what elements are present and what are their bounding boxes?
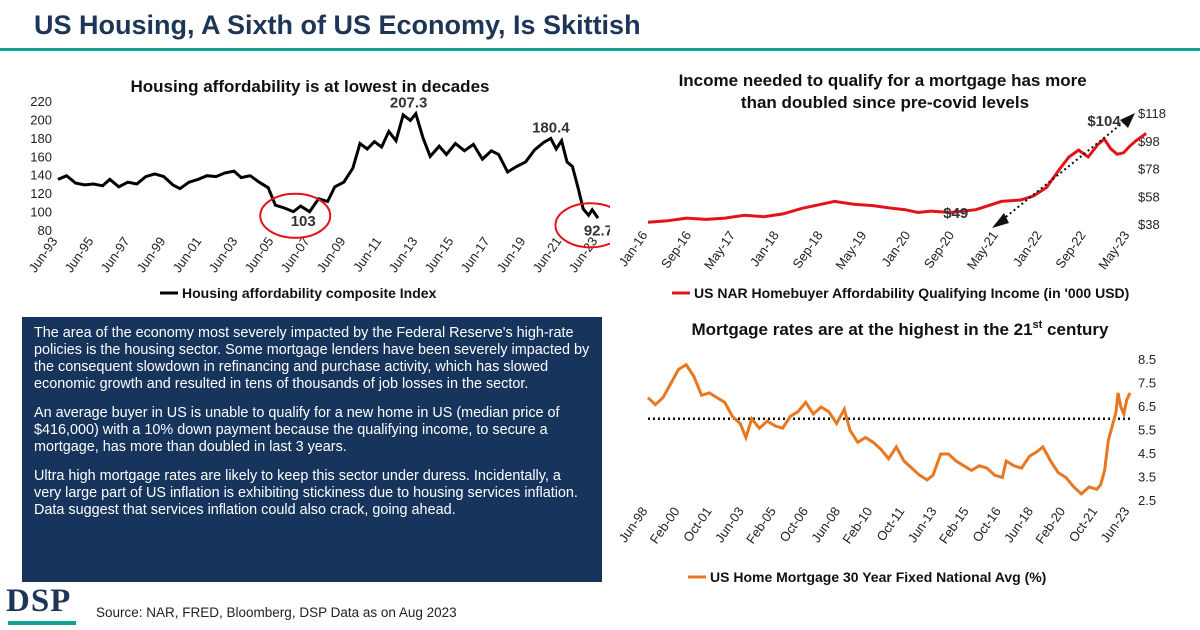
c1-xtick-label: Jun-17 — [457, 234, 492, 275]
c2-xtick-label: Jan-16 — [620, 228, 650, 269]
c1-xtick-label: Jun-93 — [25, 234, 60, 275]
c1-ytick-label: 120 — [30, 186, 52, 201]
c1-xtick-label: Jun-23 — [565, 234, 600, 275]
c2-ytick-label: $118 — [1138, 106, 1166, 121]
chart3-legend-label: US Home Mortgage 30 Year Fixed National … — [710, 569, 1046, 585]
c1-ytick-label: 80 — [38, 223, 52, 238]
c3-xtick-label: Oct-21 — [1066, 504, 1101, 545]
chart2-legend-label: US NAR Homebuyer Affordability Qualifyin… — [694, 285, 1129, 301]
c3-xtick-label: Feb-00 — [647, 504, 683, 546]
c1-xtick-label: Jun-11 — [350, 234, 385, 274]
c1-xtick-label: Jun-09 — [313, 234, 348, 275]
c3-ytick-label: 7.5 — [1138, 376, 1156, 391]
c1-xtick-label: Jun-21 — [529, 234, 564, 275]
c1-xtick-label: Jun-99 — [133, 234, 168, 275]
chart1-annotation-label: 103 — [291, 213, 316, 230]
c2-ytick-label: $58 — [1138, 189, 1160, 204]
c3-xtick-label: Oct-11 — [873, 504, 907, 544]
chart2-annotation-label: $49 — [943, 205, 968, 222]
qualifying-income-chart: Income needed to qualify for a mortgage … — [620, 71, 1166, 301]
c3-xtick-label: Jun-18 — [1001, 504, 1036, 545]
c2-xtick-label: Sep-20 — [921, 228, 957, 271]
source-note: Source: NAR, FRED, Bloomberg, DSP Data a… — [96, 605, 457, 620]
chart1-legend-label: Housing affordability composite Index — [182, 285, 437, 301]
c3-xtick-label: Jun-13 — [905, 504, 940, 545]
commentary-paragraph-2: An average buyer in US is unable to qual… — [34, 405, 560, 455]
chart2-growth-arrow — [1001, 120, 1126, 221]
c3-ytick-label: 3.5 — [1138, 470, 1156, 485]
housing-affordability-chart: Housing affordability is at lowest in de… — [25, 77, 610, 301]
c3-xtick-label: Feb-15 — [936, 504, 972, 546]
page-title: US Housing, A Sixth of US Economy, Is Sk… — [34, 10, 641, 40]
c2-xtick-label: Jan-20 — [878, 228, 913, 269]
c2-ytick-label: $98 — [1138, 134, 1160, 149]
c3-ytick-label: 6.5 — [1138, 399, 1156, 414]
c1-ytick-label: 160 — [30, 149, 52, 164]
c3-xtick-label: Feb-10 — [839, 504, 875, 546]
c1-xtick-label: Jun-01 — [169, 234, 204, 275]
commentary-paragraph-3: Ultra high mortgage rates are likely to … — [34, 468, 578, 518]
chart1-title: Housing affordability is at lowest in de… — [131, 77, 490, 96]
chart2-annotation-label: $104 — [1087, 113, 1121, 130]
c3-xtick-label: Feb-05 — [743, 504, 779, 546]
c2-xtick-label: May-21 — [964, 228, 1001, 272]
chart3-series-line — [646, 362, 1132, 497]
commentary-paragraph-1: The area of the economy most severely im… — [34, 325, 590, 392]
c2-ytick-label: $78 — [1138, 162, 1160, 177]
c1-xtick-label: Jun-05 — [241, 234, 276, 275]
c3-ytick-label: 4.5 — [1138, 446, 1156, 461]
c3-ytick-label: 5.5 — [1138, 423, 1156, 438]
c1-ytick-label: 100 — [30, 205, 52, 220]
c3-ytick-label: 8.5 — [1138, 352, 1156, 367]
title-divider — [0, 48, 1200, 51]
c3-xtick-label: Oct-01 — [680, 504, 715, 545]
c1-xtick-label: Jun-95 — [61, 234, 96, 275]
c1-xtick-label: Jun-19 — [493, 234, 528, 275]
c2-xtick-label: May-17 — [701, 228, 738, 272]
chart1-annotation-label: 92.7 — [584, 222, 610, 239]
c3-ytick-label: 2.5 — [1138, 493, 1156, 508]
c1-xtick-label: Jun-13 — [385, 234, 420, 275]
mortgage-rates-chart: Mortgage rates are at the highest in the… — [620, 319, 1156, 585]
c1-ytick-label: 220 — [30, 94, 52, 109]
chart1-annotation-label: 180.4 — [532, 119, 570, 136]
c2-xtick-label: Sep-22 — [1052, 228, 1088, 271]
c3-xtick-label: Jun-03 — [712, 504, 747, 545]
c2-xtick-label: Sep-16 — [658, 228, 694, 271]
c2-xtick-label: Jan-18 — [747, 228, 782, 269]
chart2-arrowhead-down — [992, 213, 1009, 228]
chart2-series-line — [647, 132, 1147, 224]
chart1-series-line — [57, 110, 600, 219]
chart3-title: Mortgage rates are at the highest in the… — [692, 319, 1109, 339]
c2-ytick-label: $38 — [1138, 217, 1160, 232]
c3-xtick-label: Oct-16 — [969, 504, 1004, 545]
dsp-logo: DSP — [6, 583, 72, 619]
chart1-highlight-circle — [259, 192, 332, 239]
c3-xtick-label: Feb-20 — [1032, 504, 1068, 546]
chart2-title: Income needed to qualify for a mortgage … — [679, 71, 1092, 112]
chart1-highlight-circle — [554, 202, 610, 249]
c3-xtick-label: Jun-08 — [808, 504, 843, 545]
c2-xtick-label: Jan-22 — [1010, 228, 1045, 269]
chart1-annotation-label: 207.3 — [390, 95, 428, 112]
c2-xtick-label: May-19 — [832, 228, 869, 272]
c2-xtick-label: Sep-18 — [789, 228, 825, 271]
c3-xtick-label: Jun-23 — [1097, 504, 1132, 545]
chart2-arrowhead-up — [1120, 113, 1135, 128]
c1-xtick-label: Jun-03 — [205, 234, 240, 275]
c3-xtick-label: Oct-06 — [776, 504, 811, 545]
c1-xtick-label: Jun-15 — [421, 234, 456, 275]
logo-underline — [8, 621, 76, 625]
c1-ytick-label: 200 — [30, 112, 52, 127]
commentary-box: The area of the economy most severely im… — [22, 317, 602, 582]
c1-ytick-label: 140 — [30, 168, 52, 183]
c3-xtick-label: Jun-98 — [620, 504, 650, 545]
c2-xtick-label: May-23 — [1095, 228, 1132, 272]
c1-xtick-label: Jun-07 — [277, 234, 312, 275]
c1-ytick-label: 180 — [30, 131, 52, 146]
c1-xtick-label: Jun-97 — [97, 234, 132, 275]
